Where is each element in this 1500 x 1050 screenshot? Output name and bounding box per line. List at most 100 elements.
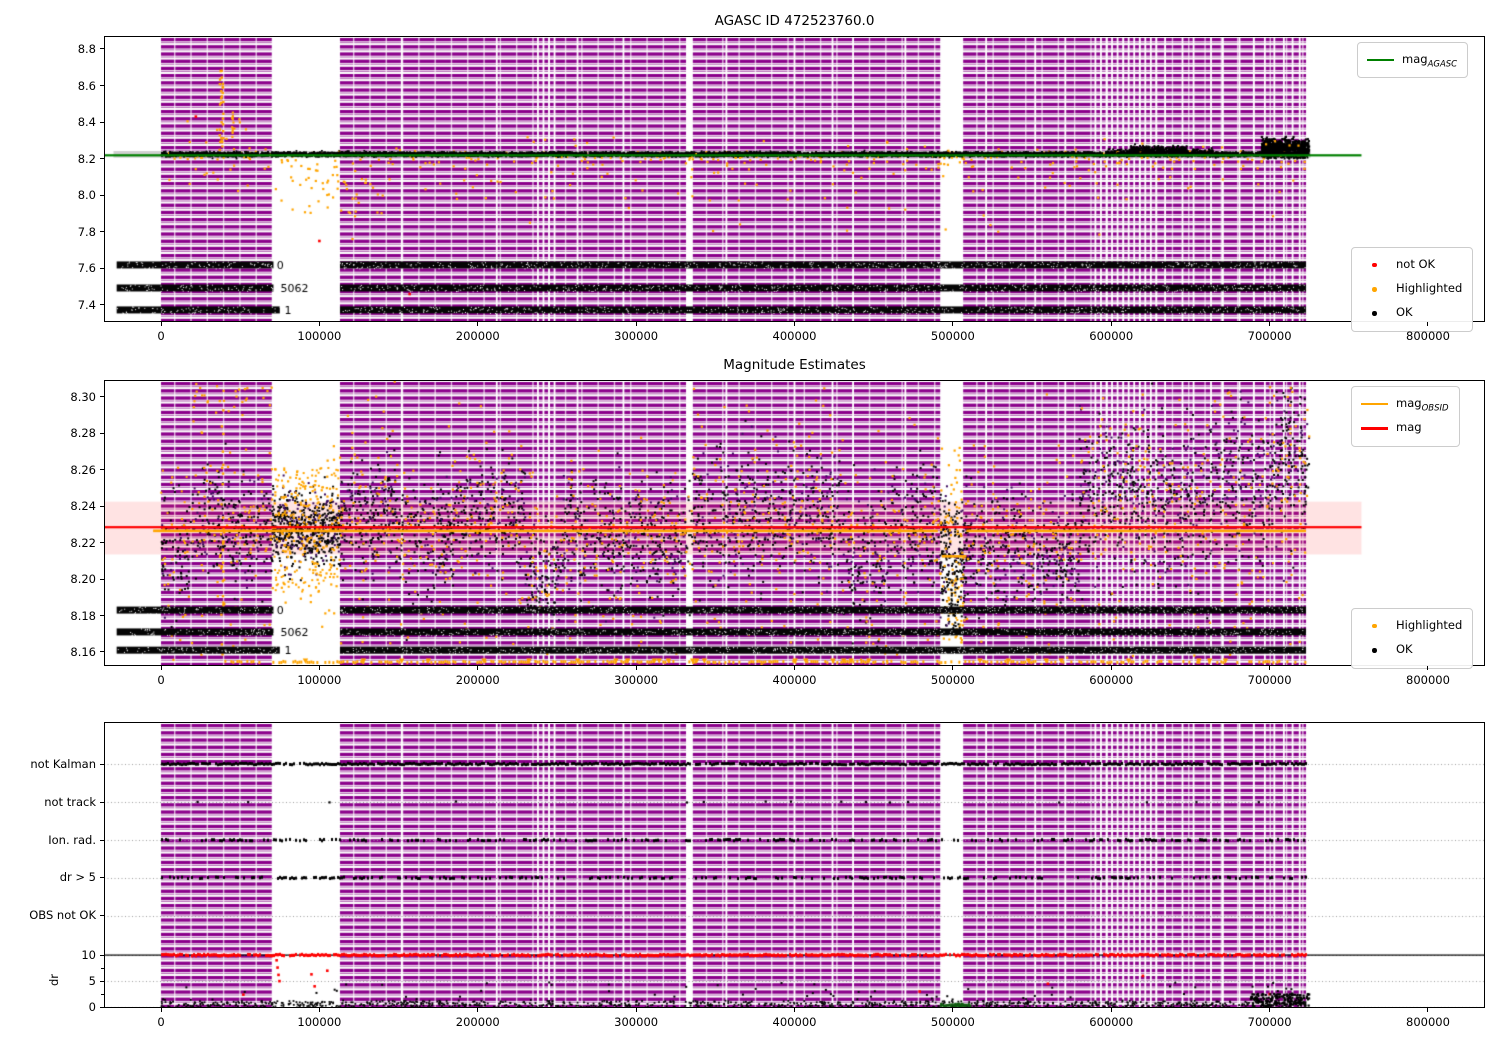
- x-tick-mark: [952, 322, 954, 326]
- top-plot-canvas: [104, 36, 1485, 322]
- x-tick-mark: [635, 666, 637, 670]
- category-label: not Kalman: [30, 756, 96, 771]
- y-tick-mark: [99, 396, 104, 398]
- dr-tick-label: 0: [88, 1000, 96, 1015]
- x-tick-label: 800000: [1406, 673, 1450, 687]
- x-tick-mark: [635, 1008, 637, 1012]
- plot-title-top: AGASC ID 472523760.0: [714, 13, 875, 29]
- legend-label: not OK: [1396, 256, 1436, 271]
- y-tick-label: 8.20: [70, 572, 96, 587]
- x-tick-label: 600000: [1089, 1015, 1134, 1029]
- y-tick-mark: [99, 304, 104, 306]
- y-tick-mark: [99, 469, 104, 471]
- red-dot-swatch: [1372, 262, 1377, 268]
- x-tick-label: 300000: [614, 329, 659, 343]
- legend-item-highlighted: Highlighted: [1361, 614, 1462, 638]
- y-tick-label: 8.0: [77, 188, 96, 203]
- category-label: dr > 5: [59, 870, 96, 885]
- bottom-plot-canvas: [104, 722, 1485, 1008]
- x-tick-label: 500000: [930, 329, 975, 343]
- y-tick-label: 8.30: [70, 389, 96, 404]
- legend-item-not-ok: not OK: [1361, 253, 1462, 277]
- y-tick-mark: [99, 763, 104, 765]
- red-line-swatch: [1361, 427, 1388, 430]
- x-tick-mark: [794, 322, 795, 326]
- legend-dot-swatch: [1361, 645, 1388, 656]
- legend-dot-swatch: [1361, 621, 1388, 632]
- category-label: OBS not OK: [29, 908, 96, 923]
- x-tick-mark: [160, 1008, 162, 1012]
- y-tick-mark: [99, 505, 104, 507]
- orange-dot-swatch: [1372, 287, 1377, 292]
- x-tick-mark: [1110, 666, 1112, 670]
- legend-item-mag-agasc: magAGASC: [1367, 48, 1457, 72]
- category-label: Ion. rad.: [48, 832, 96, 847]
- x-tick-label: 100000: [297, 1015, 342, 1029]
- y-tick-label: 8.18: [70, 608, 96, 623]
- x-tick-mark: [1427, 322, 1429, 326]
- x-tick-label: 700000: [1247, 1015, 1292, 1029]
- x-tick-label: 700000: [1247, 329, 1292, 343]
- y-tick-mark: [99, 542, 104, 544]
- legend-line-swatch: [1361, 423, 1388, 434]
- x-tick-label: 400000: [772, 673, 817, 687]
- y-tick-label: 8.28: [70, 426, 96, 441]
- category-label: not track: [44, 794, 96, 809]
- x-tick-label: 0: [157, 329, 165, 343]
- x-tick-label: 0: [157, 673, 165, 687]
- top-plot-axes: [104, 36, 1485, 322]
- y-tick-mark: [99, 231, 104, 233]
- y-tick-mark: [99, 615, 104, 617]
- x-tick-mark: [1269, 1008, 1271, 1012]
- green-line-swatch: [1367, 58, 1394, 62]
- legend-dot-swatch: [1361, 308, 1388, 319]
- x-tick-mark: [952, 1008, 954, 1012]
- y-tick-mark: [99, 158, 104, 160]
- x-tick-label: 200000: [455, 673, 500, 687]
- y-tick-label: 7.8: [77, 224, 96, 239]
- x-tick-mark: [1427, 666, 1429, 670]
- x-tick-label: 300000: [614, 673, 659, 687]
- x-tick-label: 0: [157, 1015, 165, 1029]
- legend-item-ok: OK: [1361, 638, 1462, 662]
- orange-dot-swatch: [1372, 623, 1377, 629]
- orange-line-swatch: [1361, 402, 1388, 406]
- middle-plot-axes: [104, 380, 1485, 666]
- x-tick-mark: [318, 666, 320, 670]
- y-tick-label: 8.8: [77, 41, 96, 56]
- y-tick-mark: [99, 980, 104, 982]
- x-tick-mark: [318, 322, 320, 326]
- dr-tick-label: 5: [88, 974, 96, 989]
- x-tick-mark: [477, 666, 479, 670]
- y-tick-mark: [99, 915, 104, 917]
- dr-tick-label: 10: [81, 948, 96, 963]
- black-dot-swatch: [1372, 648, 1377, 653]
- x-tick-mark: [477, 1008, 479, 1012]
- legend-line-swatch: [1367, 55, 1394, 66]
- legend-item-mag: mag: [1361, 416, 1449, 440]
- x-tick-label: 700000: [1247, 673, 1292, 687]
- x-tick-label: 600000: [1089, 329, 1134, 343]
- x-tick-mark: [160, 666, 162, 670]
- legend-dot-swatch: [1361, 260, 1388, 271]
- y-tick-mark: [99, 651, 104, 653]
- plot-title-middle: Magnitude Estimates: [723, 357, 866, 373]
- y-minor-tick-mark: [101, 993, 104, 995]
- y-tick-mark: [99, 48, 104, 50]
- x-tick-mark: [794, 666, 795, 670]
- legend-item-ok: OK: [1361, 302, 1462, 326]
- x-tick-mark: [1269, 666, 1271, 670]
- x-tick-label: 400000: [772, 1015, 817, 1029]
- legend-label: Highlighted: [1396, 617, 1463, 632]
- y-tick-label: 8.16: [70, 644, 96, 659]
- x-tick-mark: [318, 1008, 320, 1012]
- y-tick-label: 8.24: [70, 499, 96, 514]
- legend-label: mag: [1396, 419, 1422, 434]
- x-tick-mark: [952, 666, 954, 670]
- x-tick-label: 800000: [1406, 1015, 1450, 1029]
- y-tick-label: 8.4: [77, 115, 96, 130]
- bottom-plot-axes: [104, 722, 1485, 1008]
- x-tick-label: 300000: [614, 1015, 659, 1029]
- y-tick-mark: [99, 121, 104, 123]
